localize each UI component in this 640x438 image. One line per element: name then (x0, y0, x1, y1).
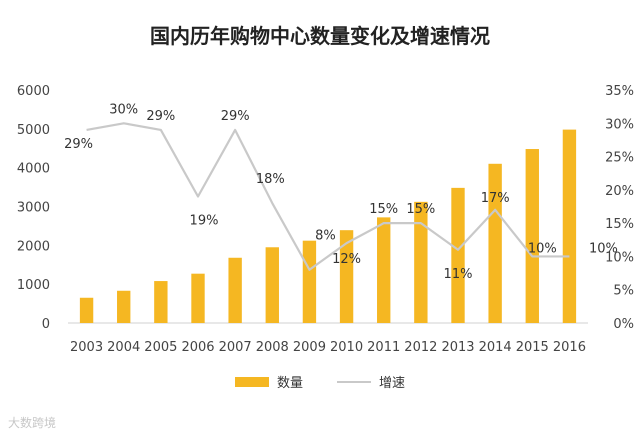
bar-2015 (525, 149, 539, 323)
y-right-tick-label: 0% (613, 317, 634, 332)
x-tick-label: 2015 (516, 340, 549, 355)
bar-2016 (562, 129, 577, 323)
y-left-tick-label: 1000 (17, 278, 50, 293)
growth-data-label: 12% (332, 252, 361, 267)
legend-item-growth: 增速 (337, 372, 405, 391)
x-tick-label: 2009 (293, 340, 326, 355)
chart-title: 国内历年购物中心数量变化及增速情况 (150, 24, 490, 48)
growth-data-label: 8% (315, 229, 336, 244)
legend-label-count: 数量 (276, 376, 303, 391)
growth-data-label: 29% (146, 109, 175, 124)
y-right-tick-label: 35% (605, 84, 634, 99)
growth-data-label: 29% (64, 137, 93, 152)
y-right-tick-label: 25% (605, 151, 634, 166)
growth-data-label: 17% (481, 191, 510, 206)
growth-data-label: 30% (109, 102, 138, 117)
bar-2009 (302, 240, 317, 323)
growth-data-label: 15% (406, 202, 435, 217)
x-tick-label: 2011 (367, 340, 400, 355)
growth-data-label: 19% (190, 214, 219, 229)
bar-2012 (414, 201, 428, 323)
bar-2007 (228, 257, 242, 323)
growth-line (86, 122, 570, 271)
growth-data-label: 29% (221, 109, 250, 124)
x-tick-label: 2013 (441, 340, 474, 355)
growth-data-label: 15% (369, 202, 398, 217)
legend-label-growth: 增速 (379, 376, 406, 391)
x-tick-label: 2012 (404, 340, 437, 355)
y-right-tick-label: 10% (605, 250, 634, 265)
growth-data-label: 10% (589, 241, 618, 256)
y-left-tick-label: 2000 (17, 239, 50, 254)
bar-2011 (377, 217, 391, 323)
growth-data-label: 18% (256, 172, 285, 187)
x-tick-label: 2007 (219, 340, 252, 355)
x-tick-label: 2006 (181, 340, 214, 355)
x-tick-label: 2003 (70, 340, 103, 355)
bar-2014 (488, 163, 502, 323)
legend-item-count: 数量 (234, 372, 303, 391)
y-left-tick-label: 5000 (17, 123, 50, 138)
bar-2006 (191, 273, 205, 323)
x-tick-label: 2014 (479, 340, 512, 355)
y-right-tick-label: 30% (605, 117, 634, 132)
bar-2008 (265, 247, 279, 323)
x-tick-label: 2008 (256, 340, 289, 355)
growth-data-label: 11% (444, 267, 473, 282)
y-right-tick-label: 5% (613, 284, 634, 299)
y-left-tick-label: 3000 (17, 201, 50, 216)
chart-legend: 数量 增速 (0, 372, 640, 391)
y-left-tick-label: 6000 (17, 84, 50, 99)
legend-swatch-line (337, 380, 371, 383)
bar-2013 (451, 187, 465, 323)
growth-data-label: 10% (528, 241, 557, 256)
x-tick-label: 2004 (107, 340, 140, 355)
y-right-tick-label: 15% (605, 217, 634, 232)
legend-swatch-bar (234, 376, 269, 387)
bar-2010 (339, 230, 354, 323)
bar-2004 (117, 290, 131, 323)
x-tick-label: 2016 (553, 340, 586, 355)
bar-2003 (79, 297, 94, 323)
y-right-tick-label: 20% (605, 184, 634, 199)
bar-2005 (154, 281, 168, 323)
y-left-tick-label: 0 (42, 317, 50, 332)
x-tick-label: 2010 (330, 340, 363, 355)
y-left-tick-label: 4000 (17, 162, 50, 177)
x-tick-label: 2005 (144, 340, 177, 355)
watermark-text: 大数跨境 (8, 416, 57, 430)
